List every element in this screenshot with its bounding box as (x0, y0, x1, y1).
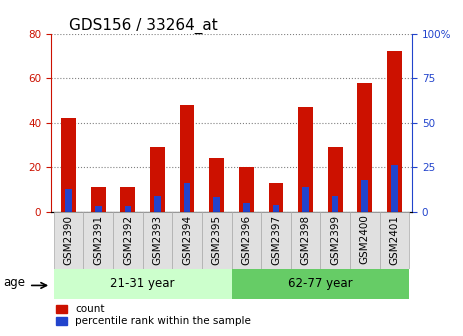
Bar (387, 51, 402, 212)
Text: GSM2390: GSM2390 (64, 215, 74, 264)
Bar (232, 269, 409, 299)
Text: 62-77 year: 62-77 year (288, 278, 353, 290)
Bar (273, 205, 279, 212)
Bar (298, 107, 313, 212)
Text: GSM2394: GSM2394 (182, 215, 192, 265)
Bar (150, 147, 165, 212)
Text: GSM2393: GSM2393 (152, 215, 163, 265)
Legend: count, percentile rank within the sample: count, percentile rank within the sample (56, 304, 251, 326)
Text: GSM2396: GSM2396 (241, 215, 251, 265)
Bar (54, 269, 232, 299)
Bar (391, 165, 398, 212)
FancyBboxPatch shape (83, 212, 113, 269)
FancyBboxPatch shape (232, 212, 261, 269)
Bar (328, 147, 343, 212)
Bar (332, 196, 338, 212)
Text: GSM2391: GSM2391 (93, 215, 103, 265)
Bar (65, 188, 72, 212)
Text: GSM2399: GSM2399 (330, 215, 340, 265)
Text: GSM2395: GSM2395 (212, 215, 222, 265)
Bar (180, 105, 194, 212)
Bar (91, 187, 106, 212)
Text: GSM2401: GSM2401 (389, 215, 399, 264)
Text: GDS156 / 33264_at: GDS156 / 33264_at (69, 17, 218, 34)
FancyBboxPatch shape (172, 212, 202, 269)
Bar (125, 206, 131, 212)
Text: GSM2398: GSM2398 (300, 215, 311, 265)
Bar (243, 203, 250, 212)
Bar (154, 196, 161, 212)
Bar (302, 187, 309, 212)
Bar (357, 83, 372, 212)
Bar (95, 206, 101, 212)
Bar (184, 183, 190, 212)
Bar (213, 198, 220, 212)
FancyBboxPatch shape (261, 212, 291, 269)
FancyBboxPatch shape (320, 212, 350, 269)
Bar (362, 180, 368, 212)
FancyBboxPatch shape (380, 212, 409, 269)
FancyBboxPatch shape (54, 212, 83, 269)
FancyBboxPatch shape (291, 212, 320, 269)
FancyBboxPatch shape (113, 212, 143, 269)
Text: GSM2400: GSM2400 (360, 215, 370, 264)
Text: 21-31 year: 21-31 year (111, 278, 175, 290)
FancyBboxPatch shape (350, 212, 380, 269)
Bar (239, 167, 254, 212)
FancyBboxPatch shape (202, 212, 232, 269)
Bar (61, 118, 76, 212)
Bar (209, 158, 224, 212)
Text: age: age (3, 276, 25, 289)
FancyBboxPatch shape (143, 212, 172, 269)
Text: GSM2392: GSM2392 (123, 215, 133, 265)
Bar (120, 187, 135, 212)
Bar (269, 183, 283, 212)
Text: GSM2397: GSM2397 (271, 215, 281, 265)
